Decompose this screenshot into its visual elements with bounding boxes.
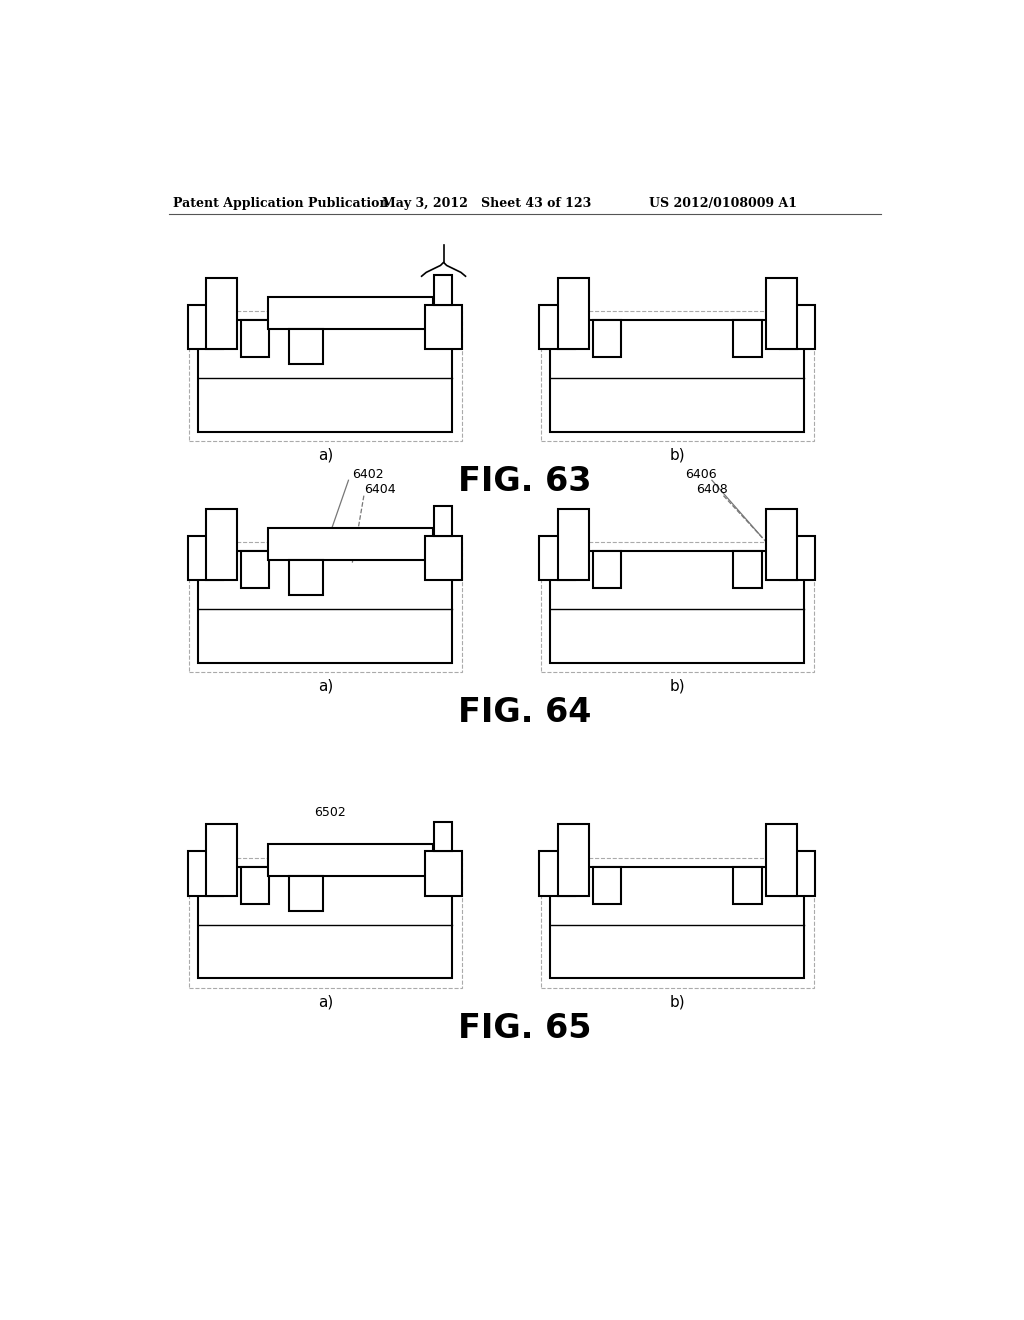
Bar (733, 552, 762, 589)
Bar (593, 321, 621, 358)
Text: a): a) (317, 994, 333, 1008)
Text: May 3, 2012   Sheet 43 of 123: May 3, 2012 Sheet 43 of 123 (382, 197, 591, 210)
Bar (540, 305, 574, 350)
Bar (199, 321, 453, 432)
Bar (541, 312, 813, 441)
Text: a): a) (317, 447, 333, 462)
Bar (766, 825, 797, 896)
Bar (434, 507, 453, 536)
Bar (189, 858, 462, 987)
Bar (199, 867, 453, 978)
Bar (779, 851, 815, 896)
Bar (206, 277, 237, 350)
Text: US 2012/0108009 A1: US 2012/0108009 A1 (649, 197, 798, 210)
Text: a): a) (317, 678, 333, 693)
Text: 6404: 6404 (364, 483, 395, 496)
Bar (434, 276, 453, 305)
Bar (241, 321, 269, 358)
Bar (241, 552, 269, 589)
Bar (558, 825, 589, 896)
Bar (434, 822, 453, 851)
Bar (558, 277, 589, 350)
Text: 6408: 6408 (696, 483, 728, 496)
Bar (593, 867, 621, 904)
Bar (550, 552, 804, 663)
Bar (425, 851, 462, 896)
Bar (733, 867, 762, 904)
Bar (267, 297, 433, 330)
Text: 6406: 6406 (685, 467, 717, 480)
Text: b): b) (670, 994, 685, 1008)
Bar (199, 552, 453, 663)
Bar (187, 536, 223, 581)
Bar (241, 867, 269, 904)
Bar (541, 541, 813, 672)
Text: b): b) (670, 678, 685, 693)
Bar (550, 867, 804, 978)
Bar (558, 508, 589, 581)
Bar (187, 305, 223, 350)
Bar (550, 321, 804, 432)
Bar (425, 536, 462, 581)
Text: Patent Application Publication: Patent Application Publication (173, 197, 388, 210)
Bar (187, 851, 223, 896)
Bar (189, 541, 462, 672)
Bar (779, 536, 815, 581)
Text: 6502: 6502 (313, 807, 345, 820)
Text: 6402: 6402 (352, 467, 384, 480)
Bar (541, 858, 813, 987)
Bar (766, 508, 797, 581)
Text: FIG. 65: FIG. 65 (458, 1012, 592, 1045)
Bar (267, 843, 433, 876)
Bar (206, 508, 237, 581)
Bar (540, 851, 574, 896)
Bar (425, 305, 462, 350)
Bar (289, 330, 323, 364)
Bar (206, 825, 237, 896)
Bar (267, 528, 433, 561)
Bar (733, 321, 762, 358)
Bar (593, 552, 621, 589)
Bar (779, 305, 815, 350)
Bar (540, 536, 574, 581)
Bar (289, 560, 323, 595)
Text: FIG. 63: FIG. 63 (458, 466, 592, 499)
Text: b): b) (670, 447, 685, 462)
Text: FIG. 64: FIG. 64 (458, 697, 592, 729)
Bar (189, 312, 462, 441)
Bar (289, 876, 323, 911)
Bar (766, 277, 797, 350)
